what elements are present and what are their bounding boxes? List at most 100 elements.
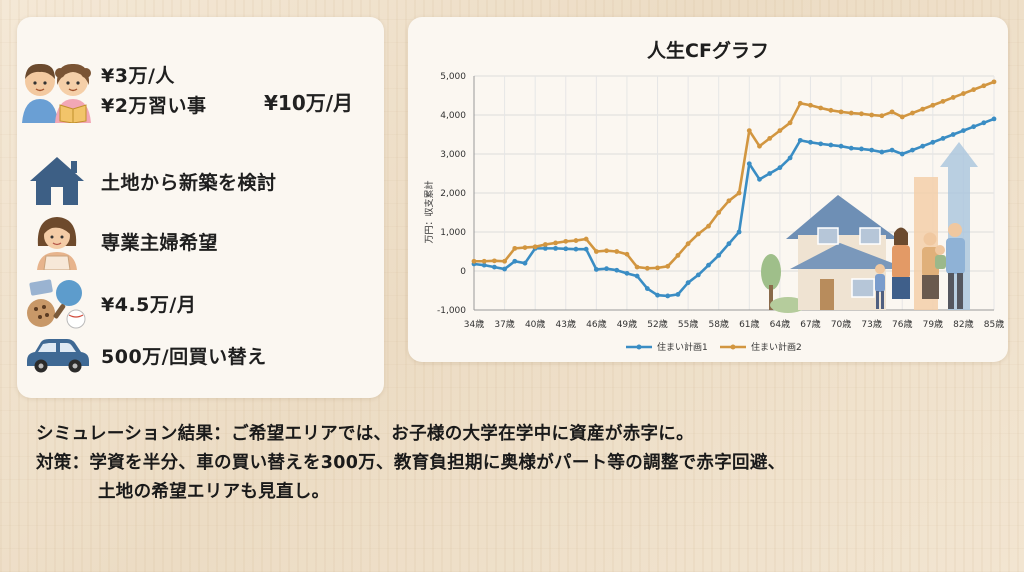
data-point <box>787 155 793 161</box>
data-point <box>920 143 926 149</box>
family-house-illustration <box>761 142 978 313</box>
data-point <box>859 111 864 117</box>
legend-label-1: 住まい計画1 <box>657 341 708 353</box>
data-point <box>869 112 875 118</box>
data-point <box>971 87 977 93</box>
y-tick-label: 0 <box>460 267 466 277</box>
data-point <box>736 229 742 235</box>
x-tick-label: 64歳 <box>770 318 790 330</box>
y-tick-label: 4,000 <box>440 111 466 121</box>
chart-legend: 住まい計画1 住まい計画2 <box>626 341 802 353</box>
y-tick-label: -1,000 <box>437 306 466 316</box>
data-point <box>848 145 854 151</box>
lessons-cost: ¥2万習い事 <box>101 95 207 117</box>
spouse-row: 専業主婦希望 <box>17 212 218 270</box>
data-point <box>685 280 691 286</box>
data-point <box>665 293 671 299</box>
x-tick-label: 76歳 <box>892 318 912 330</box>
data-point <box>981 120 987 126</box>
data-point <box>930 102 936 108</box>
legend-marker-1 <box>636 344 642 350</box>
data-point <box>950 95 956 100</box>
data-point <box>644 265 650 271</box>
data-point <box>950 132 956 137</box>
spouse-text: 専業主婦希望 <box>101 231 219 254</box>
data-point <box>675 253 681 258</box>
data-point <box>940 98 946 104</box>
data-point <box>767 136 773 141</box>
data-point <box>859 146 864 152</box>
data-point <box>624 270 630 276</box>
data-point <box>889 109 895 115</box>
x-tick-label: 46歳 <box>586 318 606 330</box>
x-tick-label: 85歳 <box>984 318 1004 330</box>
legend-label-2: 住まい計画2 <box>751 341 802 353</box>
x-tick-label: 43歳 <box>556 318 576 330</box>
data-point <box>614 267 620 273</box>
data-point <box>899 151 905 157</box>
data-point <box>971 124 977 130</box>
data-point <box>736 190 742 196</box>
data-point <box>593 249 599 254</box>
data-point <box>757 176 762 182</box>
data-point <box>899 114 905 120</box>
data-point <box>757 143 762 149</box>
x-tick-label: 79歳 <box>923 318 943 330</box>
chart-title: 人生CFグラフ <box>647 39 769 62</box>
data-point <box>512 258 518 264</box>
data-point <box>522 245 528 251</box>
house-icon <box>17 154 97 208</box>
data-point <box>563 246 569 252</box>
data-point <box>838 143 844 149</box>
data-point <box>685 241 691 247</box>
data-point <box>746 128 752 133</box>
data-point <box>869 147 875 153</box>
education-row: ¥3万/人 ¥2万習い事 <box>17 59 206 123</box>
y-tick-label: 5,000 <box>440 72 466 82</box>
data-point <box>961 91 966 96</box>
data-point <box>879 149 885 155</box>
x-tick-label: 67歳 <box>800 318 820 330</box>
x-tick-label: 52歳 <box>647 318 667 330</box>
data-point <box>991 79 997 85</box>
data-point <box>818 141 824 147</box>
data-point <box>726 198 732 204</box>
x-tick-label: 55歳 <box>678 318 698 330</box>
data-point <box>573 246 579 252</box>
x-tick-label: 40歳 <box>525 318 545 330</box>
housing-text: 土地から新築を検討 <box>101 171 277 194</box>
chart-series <box>471 79 997 299</box>
y-axis-label: 万円：収支累計 <box>423 180 435 243</box>
data-point <box>920 106 926 112</box>
data-point <box>502 258 507 264</box>
car-icon <box>17 335 97 375</box>
data-point <box>563 238 569 244</box>
data-point <box>777 165 783 171</box>
data-point <box>491 264 497 270</box>
data-point <box>583 236 589 242</box>
data-point <box>634 273 640 279</box>
education-monthly-total: ¥10万/月 <box>264 91 354 115</box>
data-point <box>675 292 681 297</box>
x-tick-label: 58歳 <box>708 318 728 330</box>
y-tick-label: 3,000 <box>440 150 466 160</box>
data-point <box>930 139 936 145</box>
simulation-notes: シミュレーション結果：ご希望エリアでは、お子様の大学在学中に資産が赤字に。 対策… <box>36 420 785 507</box>
housing-row: 土地から新築を検討 <box>17 154 277 208</box>
data-point <box>940 136 946 141</box>
data-point <box>604 266 609 272</box>
data-point <box>716 210 722 215</box>
data-point <box>471 258 477 264</box>
data-point <box>746 161 752 167</box>
data-point <box>655 265 660 271</box>
x-tick-label: 49歳 <box>617 318 637 330</box>
data-point <box>910 110 915 116</box>
x-tick-label: 34歳 <box>464 318 484 330</box>
data-point <box>787 120 793 126</box>
woman-icon <box>17 212 97 270</box>
x-tick-label: 73歳 <box>861 318 881 330</box>
data-point <box>502 266 507 272</box>
simulation-result-text: シミュレーション結果：ご希望エリアでは、お子様の大学在学中に資産が赤字に。 <box>36 424 694 444</box>
data-point <box>491 258 497 264</box>
leisure-row: ¥4.5万/月 <box>17 275 196 331</box>
